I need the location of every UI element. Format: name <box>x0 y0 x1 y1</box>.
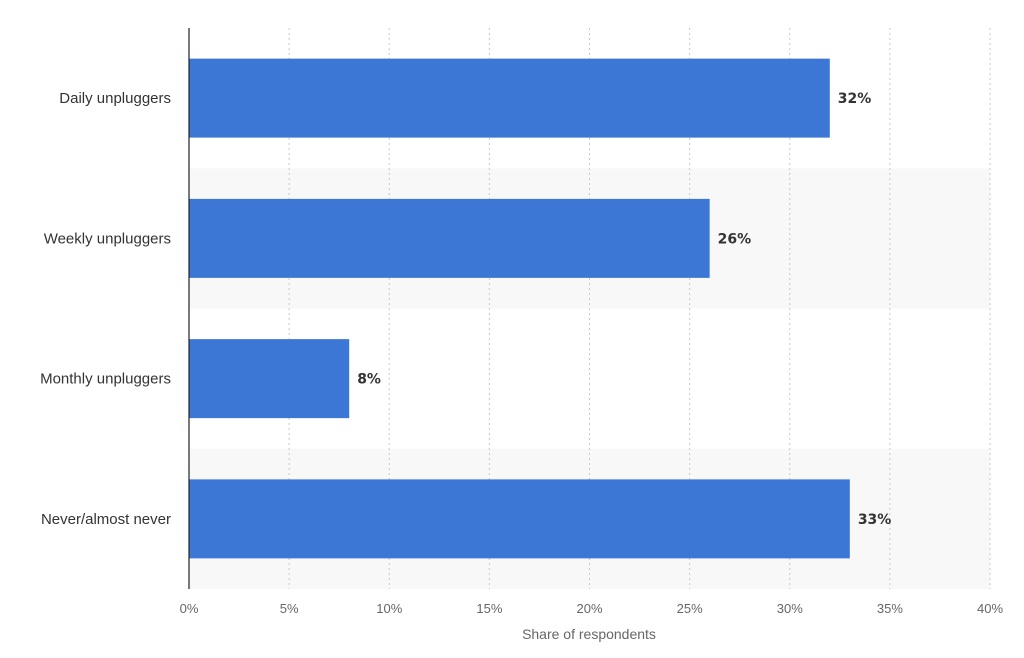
x-axis-title: Share of respondents <box>522 626 656 642</box>
bar[interactable] <box>189 58 830 138</box>
bar[interactable] <box>189 339 350 419</box>
data-label: 33% <box>858 512 892 528</box>
x-tick-label: 10% <box>376 601 402 616</box>
x-tick-label: 15% <box>476 601 502 616</box>
x-tick-label: 35% <box>877 601 903 616</box>
x-tick-label: 40% <box>977 601 1003 616</box>
data-label: 32% <box>838 91 872 107</box>
category-label: Daily unpluggers <box>59 90 171 107</box>
grid-lines <box>288 28 991 589</box>
category-label: Never/almost never <box>41 511 171 528</box>
category-label: Monthly unpluggers <box>40 371 171 388</box>
data-label: 8% <box>357 372 381 388</box>
bar[interactable] <box>189 198 710 278</box>
category-label: Weekly unpluggers <box>44 230 171 247</box>
x-tick-labels: 0% 5% 10% 15% 20% 25% 30% 35% 40% <box>180 601 1004 616</box>
x-tick-label: 20% <box>576 601 602 616</box>
x-tick-label: 30% <box>777 601 803 616</box>
category-labels: Daily unpluggers Weekly unpluggers Monthly… <box>40 90 171 528</box>
bar[interactable] <box>189 479 850 559</box>
data-labels: 32% 26% 8% 33% <box>357 91 891 528</box>
x-tick-label: 0% <box>180 601 199 616</box>
x-tick-label: 25% <box>677 601 703 616</box>
data-label: 26% <box>718 231 752 247</box>
x-tick-label: 5% <box>280 601 299 616</box>
bars <box>189 58 850 559</box>
